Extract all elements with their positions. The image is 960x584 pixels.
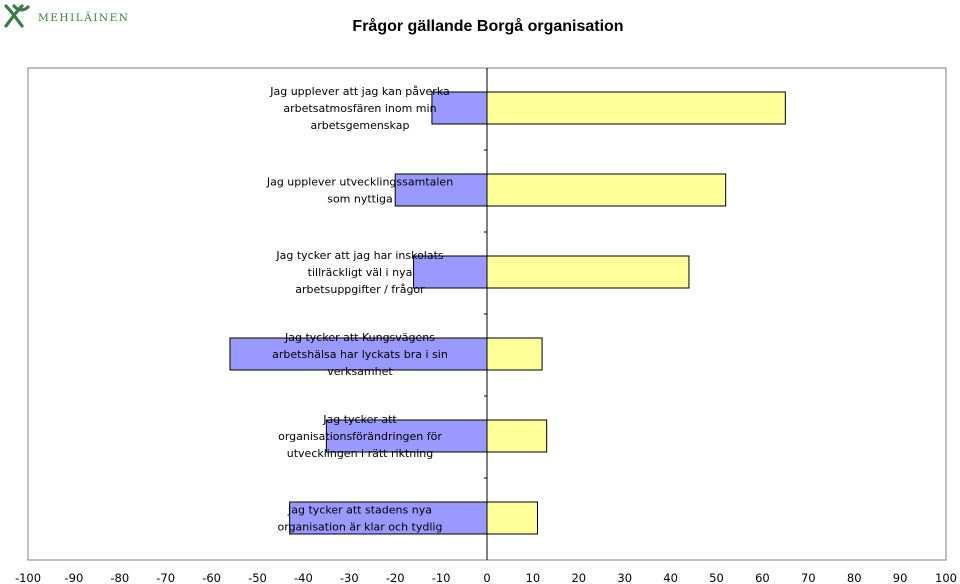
category-label-line: arbetsatmosfären inom min (283, 102, 436, 115)
x-tick-label: 30 (617, 571, 632, 584)
category-label-line: Jag tycker att Kungsvägens (284, 331, 435, 344)
x-tick-label: 80 (847, 571, 862, 584)
bar (486, 255, 690, 289)
x-tick-label: -50 (248, 571, 267, 584)
x-tick-label: 60 (755, 571, 770, 584)
bar (229, 337, 488, 371)
bar (486, 173, 727, 207)
x-tick-label: -40 (294, 571, 313, 584)
category-label-line: organisationsförändringen för (278, 430, 442, 443)
x-tick-label: 40 (663, 571, 678, 584)
category-label: Jag tycker att Kungsvägens arbetshälsa ha… (272, 331, 448, 378)
x-tick-label: 10 (526, 571, 541, 584)
x-tick-label: -30 (340, 571, 359, 584)
x-tick-label: 70 (801, 571, 816, 584)
x-tick-label: 50 (709, 571, 724, 584)
bar (431, 91, 488, 125)
bar (486, 337, 543, 371)
category-label-line: organisation är klar och tydlig (278, 521, 443, 534)
category-label: Jag upplever att jag kan påverka arbetsat… (269, 85, 450, 132)
x-tick-label: -80 (110, 571, 129, 584)
logo-cross-icon (4, 4, 30, 28)
category-label-line: som nyttiga (327, 193, 393, 206)
category-label-line: utvecklingen i rätt riktning (287, 447, 433, 460)
x-tick-label: 90 (893, 571, 908, 584)
category-label-line: arbetshälsa har lyckats bra i sin (272, 348, 448, 361)
x-tick-label: 100 (935, 571, 957, 584)
category-label-line: arbetsgemenskap (311, 119, 410, 132)
category-label-line: Jag tycker att jag har inskolats (275, 249, 444, 262)
bar (486, 419, 548, 453)
x-tick-label: 0 (483, 571, 490, 584)
mehilainen-logo: MEHILÄINEN (4, 4, 129, 28)
chart-title: Frågor gällande Borgå organisation (352, 18, 624, 35)
x-tick-label: 20 (571, 571, 586, 584)
bar (325, 419, 488, 453)
brand-name: MEHILÄINEN (38, 10, 129, 24)
bar (486, 501, 538, 535)
category-label-line: Jag tycker att stadens nya (287, 504, 432, 517)
x-tick-label: -20 (386, 571, 405, 584)
bar (289, 501, 488, 535)
bar (394, 173, 488, 207)
category-label-line: verksamhet (327, 365, 393, 378)
x-tick-label: -70 (156, 571, 175, 584)
category-label: Jag tycker att jag har inskolats tillräck… (275, 249, 444, 296)
bar (486, 91, 786, 125)
x-tick-label: -100 (15, 571, 41, 584)
category-label: Jag tycker att stadens nya organisation ä… (278, 504, 443, 534)
category-label-line: Jag tycker att (322, 413, 397, 426)
x-tick-label: -90 (65, 571, 84, 584)
category-label-line: tillräckligt väl i nya (308, 266, 413, 279)
category-label: Jag upplever utvecklingssamtalen som nytt… (266, 176, 453, 206)
x-tick-label: -60 (202, 571, 221, 584)
category-label-line: Jag upplever utvecklingssamtalen (266, 176, 453, 189)
x-tick-label: -10 (432, 571, 451, 584)
category-label: Jag tycker att organisationsförändringen … (278, 413, 442, 460)
category-label-line: arbetsuppgifter / frågor (295, 283, 425, 296)
category-label-line: Jag upplever att jag kan påverka (269, 85, 450, 98)
